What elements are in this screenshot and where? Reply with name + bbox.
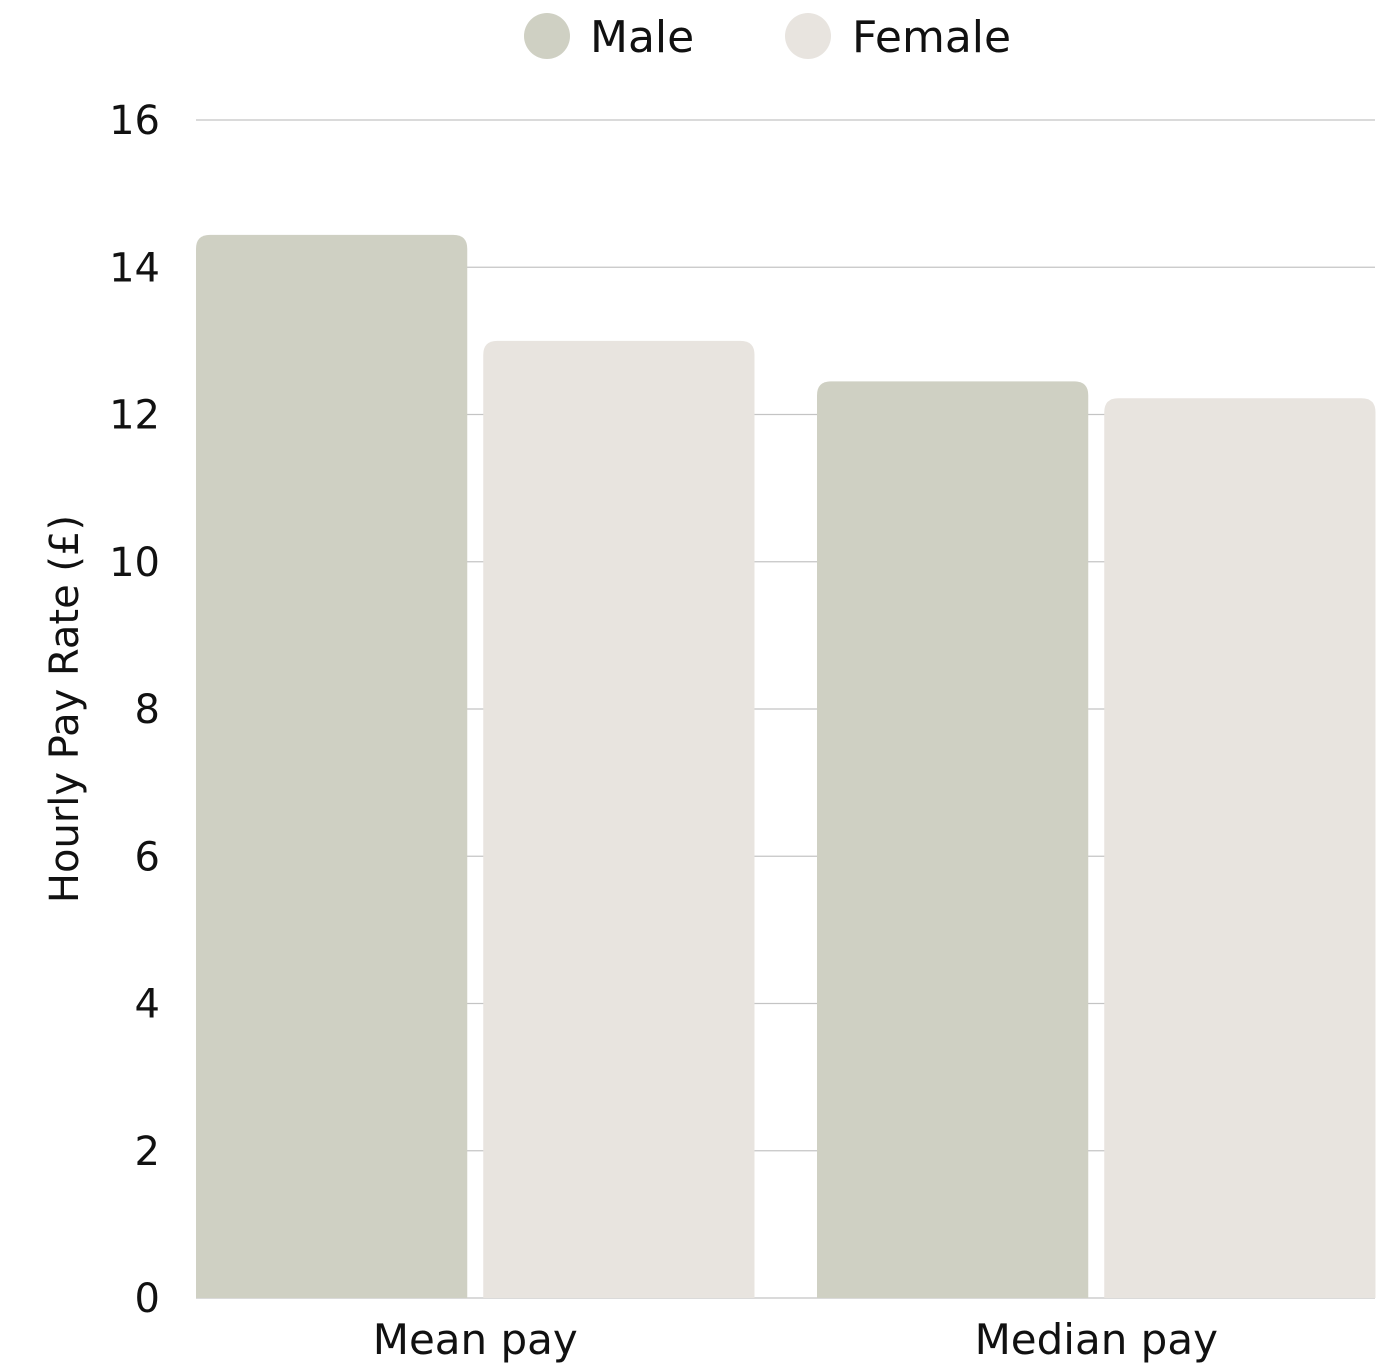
bars xyxy=(196,234,1376,1299)
x-axis-labels: Mean pay Median pay xyxy=(373,1315,1218,1364)
y-tick-label: 8 xyxy=(135,687,160,733)
bar-male-0 xyxy=(196,234,468,1299)
legend-swatch-male xyxy=(524,13,570,59)
bar-female-0 xyxy=(483,340,755,1298)
y-tick-label: 14 xyxy=(109,245,160,291)
y-tick-label: 12 xyxy=(109,393,160,439)
legend-label-male: Male xyxy=(590,12,694,63)
y-tick-label: 2 xyxy=(135,1129,160,1175)
x-category-label: Mean pay xyxy=(373,1315,578,1364)
bar-male-1 xyxy=(817,381,1089,1298)
legend-label-female: Female xyxy=(852,12,1011,63)
y-tick-label: 6 xyxy=(135,834,160,880)
y-axis-ticks: 0 2 4 6 8 10 12 14 16 xyxy=(109,98,160,1322)
y-tick-label: 4 xyxy=(135,982,160,1028)
y-tick-label: 16 xyxy=(109,98,160,144)
y-tick-label: 0 xyxy=(135,1276,160,1322)
legend-swatch-female xyxy=(785,13,831,59)
bar-female-1 xyxy=(1104,398,1376,1298)
legend: Male Female xyxy=(524,12,1011,63)
y-axis-title: Hourly Pay Rate (£) xyxy=(42,515,88,903)
y-tick-label: 10 xyxy=(109,540,160,586)
x-category-label: Median pay xyxy=(975,1315,1218,1364)
